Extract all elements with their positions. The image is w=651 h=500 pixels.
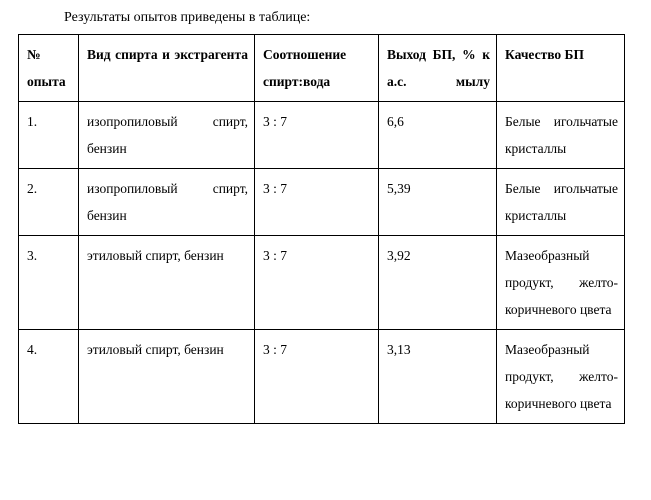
cell-solvent: этиловый спирт, бензин [79,236,255,330]
cell-solvent: изопропиловый спирт, бензин [79,102,255,169]
col-header-number: № опыта [19,35,79,102]
table-row: 3. этиловый спирт, бензин 3 : 7 3,92 Маз… [19,236,625,330]
cell-quality: Белые игольчатые кристаллы [497,102,625,169]
table-row: 1. изопропиловый спирт, бензин 3 : 7 6,6… [19,102,625,169]
cell-quality: Белые игольчатые кристаллы [497,169,625,236]
table-header-row: № опыта Вид спирта и экстрагента Соотнош… [19,35,625,102]
cell-quality: Мазеобразный продукт, желто-коричневого … [497,236,625,330]
table-row: 2. изопропиловый спирт, бензин 3 : 7 5,3… [19,169,625,236]
cell-yield: 6,6 [379,102,497,169]
cell-solvent: изопропиловый спирт, бензин [79,169,255,236]
results-table: № опыта Вид спирта и экстрагента Соотнош… [18,34,625,424]
cell-solvent: этиловый спирт, бензин [79,330,255,424]
col-header-quality: Качество БП [497,35,625,102]
cell-ratio: 3 : 7 [255,330,379,424]
cell-quality: Мазеобразный продукт, желто-коричневого … [497,330,625,424]
col-header-yield: Выход БП, % к а.с. мылу [379,35,497,102]
table-caption: Результаты опытов приведены в таблице: [64,10,633,26]
cell-number: 4. [19,330,79,424]
col-header-ratio: Соотношение спирт:вода [255,35,379,102]
cell-number: 1. [19,102,79,169]
cell-yield: 5,39 [379,169,497,236]
cell-ratio: 3 : 7 [255,102,379,169]
cell-yield: 3,13 [379,330,497,424]
cell-ratio: 3 : 7 [255,236,379,330]
cell-number: 3. [19,236,79,330]
cell-number: 2. [19,169,79,236]
cell-yield: 3,92 [379,236,497,330]
cell-ratio: 3 : 7 [255,169,379,236]
table-row: 4. этиловый спирт, бензин 3 : 7 3,13 Маз… [19,330,625,424]
col-header-solvent: Вид спирта и экстрагента [79,35,255,102]
